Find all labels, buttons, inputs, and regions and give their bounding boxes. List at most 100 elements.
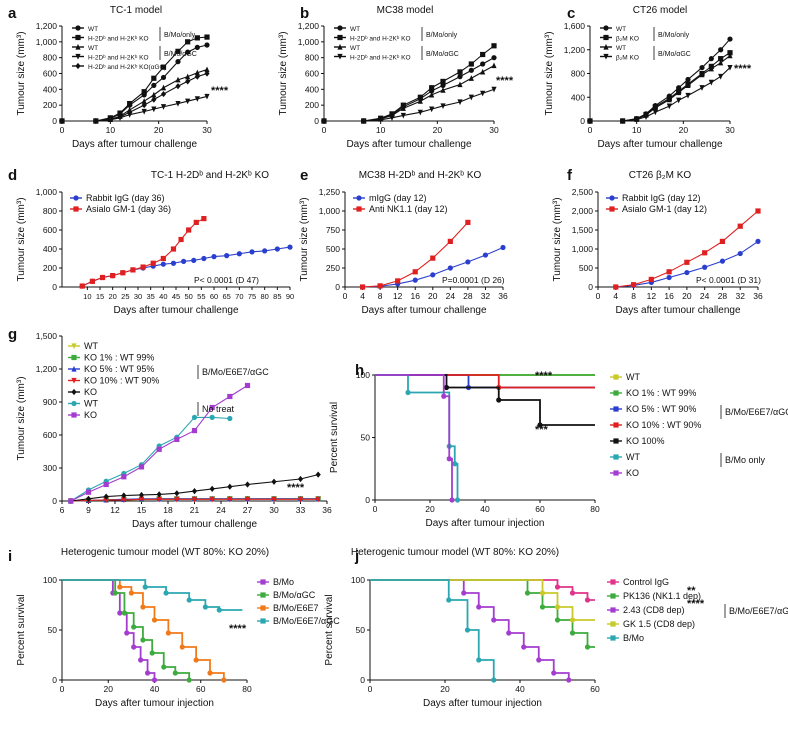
- legend-marker: [75, 62, 81, 70]
- data-point: [209, 496, 215, 503]
- panel-letter: h: [355, 362, 364, 379]
- y-tick-label: 1,500: [36, 331, 58, 341]
- y-tick-label: 600: [305, 69, 319, 79]
- data-point: [174, 496, 180, 503]
- data-point: [446, 456, 452, 462]
- x-tick-label: 32: [735, 291, 745, 301]
- data-point: [584, 597, 591, 603]
- y-tick-label: 2,000: [572, 206, 594, 216]
- legend-group-label: B/Mo/E6E7/αGC: [729, 606, 788, 616]
- x-tick-label: 45: [172, 292, 180, 301]
- x-tick-label: 40: [150, 684, 160, 694]
- data-point: [172, 670, 178, 676]
- data-point: [708, 79, 714, 86]
- data-point: [140, 637, 146, 643]
- x-tick-label: 33: [296, 505, 306, 515]
- legend-marker: [71, 412, 77, 418]
- data-point: [685, 92, 691, 99]
- data-point: [204, 42, 210, 48]
- legend-label: B/Mo/αGC: [273, 590, 316, 600]
- data-point: [666, 274, 672, 281]
- data-point: [151, 75, 157, 81]
- data-point: [496, 397, 502, 403]
- panel-letter: f: [567, 167, 573, 184]
- data-point: [79, 283, 85, 289]
- data-point: [708, 56, 714, 62]
- x-tick-label: 20: [425, 504, 435, 514]
- data-point: [271, 478, 277, 485]
- series-line-1: [62, 579, 191, 680]
- y-tick-label: 600: [43, 225, 57, 235]
- legend-marker: [75, 53, 81, 60]
- data-point: [440, 82, 446, 88]
- y-axis-label: Tumour size (mm³): [552, 197, 563, 281]
- legend-marker: [71, 377, 77, 384]
- data-point: [718, 73, 724, 80]
- data-point: [131, 624, 137, 630]
- x-tick-label: 24: [216, 505, 226, 515]
- data-point: [160, 255, 166, 262]
- x-tick-label: 15: [137, 505, 147, 515]
- legend-label: B/Mo/E6E7: [273, 603, 319, 613]
- x-tick-label: 30: [725, 125, 735, 135]
- data-point: [271, 496, 277, 503]
- data-point: [186, 677, 192, 683]
- data-point: [630, 282, 637, 288]
- data-point: [160, 104, 167, 110]
- legend-label: Asialo GM-1 (day 36): [86, 204, 171, 214]
- legend-marker: [71, 400, 77, 407]
- legend-marker: [260, 605, 266, 611]
- data-point: [676, 89, 682, 96]
- legend-label: KO 10% : WT 90%: [84, 376, 159, 386]
- legend-label: KO 1% : WT 99%: [84, 353, 154, 363]
- panel-f: f CT26 β₂M KO 0 500 1,000 1,500 2,000 2,500 0 4 8 1…: [552, 167, 763, 316]
- data-point: [652, 104, 658, 111]
- data-point: [440, 103, 446, 110]
- x-tick-label: 0: [343, 291, 348, 301]
- data-point: [468, 67, 474, 73]
- x-tick-label: 0: [322, 125, 327, 135]
- y-axis-label: Tumour size (mm³): [278, 31, 289, 115]
- legend-marker: [603, 43, 609, 50]
- data-point: [480, 90, 486, 97]
- data-point: [227, 415, 233, 422]
- x-tick-label: 24: [446, 291, 456, 301]
- legend-marker: [613, 390, 619, 396]
- y-tick-label: 100: [43, 575, 57, 585]
- data-point: [68, 498, 74, 504]
- data-point: [321, 118, 327, 125]
- panel-letter: b: [300, 5, 309, 22]
- data-point: [719, 258, 726, 264]
- y-tick-label: 100: [351, 575, 365, 585]
- x-tick-label: 32: [481, 291, 491, 301]
- data-point: [128, 590, 134, 596]
- legend-marker: [260, 618, 266, 624]
- data-point: [457, 99, 463, 106]
- series-line-3: [370, 579, 595, 621]
- y-tick-label: 800: [571, 69, 585, 79]
- x-tick-label: 0: [596, 291, 601, 301]
- data-point: [491, 677, 497, 683]
- x-tick-label: 8: [631, 291, 636, 301]
- data-point: [684, 269, 690, 276]
- y-tick-label: 600: [43, 430, 57, 440]
- data-point: [430, 272, 436, 278]
- x-axis-label: Days after tumour injection: [426, 518, 545, 529]
- y-tick-label: 0: [52, 282, 57, 292]
- data-point: [297, 475, 304, 483]
- data-point: [175, 59, 181, 65]
- legend-group-label: B/Mo/αGC: [658, 51, 691, 58]
- data-point: [652, 109, 658, 116]
- data-point: [446, 597, 452, 603]
- legend-marker: [609, 195, 615, 201]
- data-point: [537, 422, 543, 428]
- data-point: [718, 59, 724, 66]
- legend-group-label: B/Mo/only: [164, 32, 196, 39]
- chart-title: Heterogenic tumour model (WT 80%: KO 20%…: [61, 547, 269, 558]
- x-tick-label: 20: [440, 684, 450, 694]
- y-tick-label: 800: [43, 53, 57, 63]
- data-point: [117, 110, 123, 116]
- data-point: [127, 100, 133, 107]
- legend-marker: [613, 438, 619, 444]
- x-tick-label: 10: [376, 125, 386, 135]
